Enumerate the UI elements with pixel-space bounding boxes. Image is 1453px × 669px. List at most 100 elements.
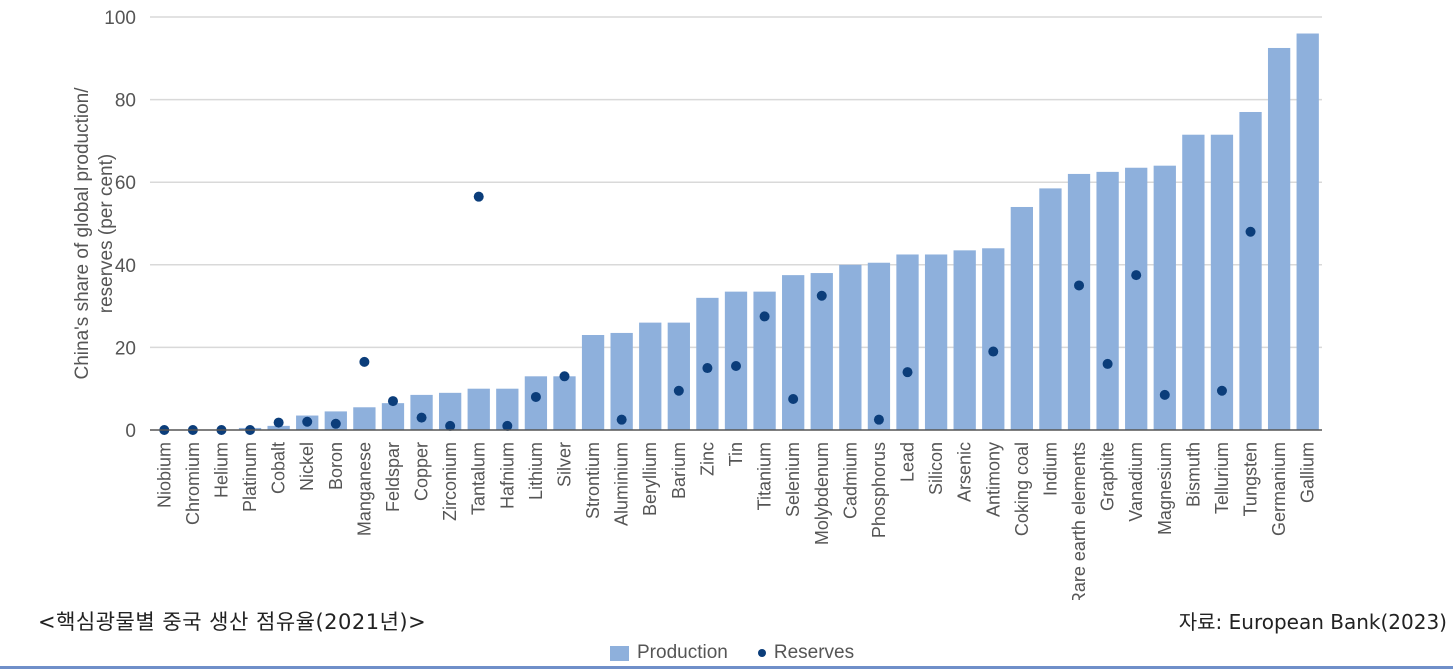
legend-item-production: Production: [610, 642, 728, 664]
point-reserves: [1074, 280, 1085, 291]
x-tick-label: Hafnium: [497, 442, 517, 509]
bar-production: [1039, 188, 1062, 430]
x-tick-label: Zirconium: [440, 442, 460, 521]
x-tick-label: Bismuth: [1183, 442, 1203, 507]
bar-production: [553, 376, 576, 430]
x-tick-label: Cadmium: [840, 442, 860, 519]
y-tick-label: 80: [115, 91, 136, 112]
x-tick-label: Nickel: [297, 442, 317, 491]
bar-production: [982, 248, 1005, 430]
x-tick-label: Tin: [726, 442, 746, 466]
point-reserves: [616, 414, 627, 425]
x-tick-label: Tantalum: [469, 442, 489, 515]
point-reserves: [1216, 385, 1227, 396]
point-reserves: [330, 418, 341, 429]
point-reserves: [1159, 389, 1170, 400]
x-tick-label: Vanadium: [1126, 442, 1146, 522]
x-tick-label: Aluminium: [612, 442, 632, 526]
bar-production: [782, 275, 805, 430]
bar-production: [410, 394, 433, 430]
y-tick-label: 60: [115, 173, 136, 194]
production-swatch: [610, 645, 629, 661]
x-tick-label: Strontium: [583, 442, 603, 519]
legend-label-production: Production: [637, 642, 728, 663]
point-reserves: [359, 356, 370, 367]
bar-production: [839, 264, 862, 430]
bar-production: [724, 291, 748, 430]
point-reserves: [445, 420, 456, 431]
x-tick-label: Lithium: [526, 442, 546, 500]
bar-production: [1182, 134, 1205, 430]
production-bars: [238, 33, 1319, 431]
point-reserves: [702, 363, 713, 374]
bar-production: [753, 291, 776, 430]
bar-production: [1125, 167, 1148, 430]
bottom-border: [0, 666, 1453, 669]
bar-production: [1153, 165, 1176, 430]
chart: 0 20 40 60 80 100 Niobium Chromium Helium Platin…: [72, 8, 1322, 600]
point-reserves: [731, 360, 741, 371]
bar-production: [496, 388, 519, 430]
x-tick-label: Phosphorus: [869, 442, 889, 538]
bar-production: [867, 262, 891, 430]
x-tick-label: Selenium: [783, 442, 803, 517]
legend-item-reserves: Reserves: [757, 642, 855, 664]
x-tick-label: Antimony: [983, 442, 1003, 517]
bar-production: [1067, 173, 1091, 430]
bar-production: [639, 322, 662, 430]
x-tick-label: Coking coal: [1012, 442, 1032, 536]
x-tick-label: Arsenic: [955, 442, 975, 502]
point-reserves: [387, 396, 398, 407]
x-tick-label: Rare earth elements: [1069, 442, 1089, 600]
x-tick-label: Titanium: [755, 442, 775, 510]
legend-label-reserves: Reserves: [773, 642, 855, 663]
point-reserves: [1245, 226, 1256, 237]
source-note: 자료: European Bank(2023): [1178, 610, 1447, 634]
point-reserves: [673, 385, 684, 396]
point-reserves: [759, 311, 770, 322]
x-tick-label: Barium: [669, 442, 689, 499]
point-reserves: [416, 412, 427, 423]
point-reserves: [816, 290, 827, 301]
x-tick-label: Copper: [412, 442, 432, 501]
bar-production: [1096, 171, 1119, 430]
point-reserves: [559, 371, 570, 382]
x-tick-label: Helium: [211, 442, 231, 498]
y-axis-label-line-1: China's share of global production/: [72, 87, 93, 380]
x-tick-label: Gallium: [1298, 442, 1318, 503]
point-reserves: [788, 394, 799, 405]
x-tick-label: Lead: [898, 442, 918, 482]
x-tick-label: Tellurium: [1212, 442, 1232, 514]
x-tick-label: Indium: [1040, 442, 1060, 496]
bar-production: [1010, 206, 1034, 430]
bar-production: [438, 392, 462, 430]
bar-production: [810, 273, 833, 430]
point-reserves: [473, 191, 484, 202]
y-tick-label: 40: [115, 256, 136, 277]
x-tick-label: Magnesium: [1155, 442, 1175, 535]
bar-production: [267, 425, 290, 430]
bar-production: [924, 254, 948, 430]
point-reserves: [502, 420, 513, 431]
bar-production: [896, 254, 919, 430]
point-reserves: [988, 346, 999, 357]
bar-production: [1296, 33, 1319, 431]
x-tick-label: Cobalt: [269, 442, 289, 494]
bar-production: [667, 322, 690, 430]
x-tick-label: Niobium: [154, 442, 174, 508]
bar-production: [953, 250, 976, 430]
x-tick-label: Germanium: [1269, 442, 1289, 536]
x-tick-label: Zinc: [697, 442, 717, 476]
x-tick-label: Tungsten: [1241, 442, 1261, 516]
reserves-swatch: [757, 649, 766, 657]
legend: Production Reserves: [610, 642, 854, 664]
point-reserves: [302, 416, 313, 427]
reserve-dots: [159, 191, 1256, 435]
point-reserves: [530, 391, 541, 402]
point-reserves: [873, 414, 884, 425]
x-tick-label: Graphite: [1098, 442, 1118, 511]
point-reserves: [902, 367, 913, 378]
x-axis-labels: Niobium Chromium Helium Platinum Cobalt Nicke…: [154, 442, 1317, 600]
x-tick-label: Silicon: [926, 442, 946, 495]
y-tick-label: 100: [104, 8, 136, 29]
